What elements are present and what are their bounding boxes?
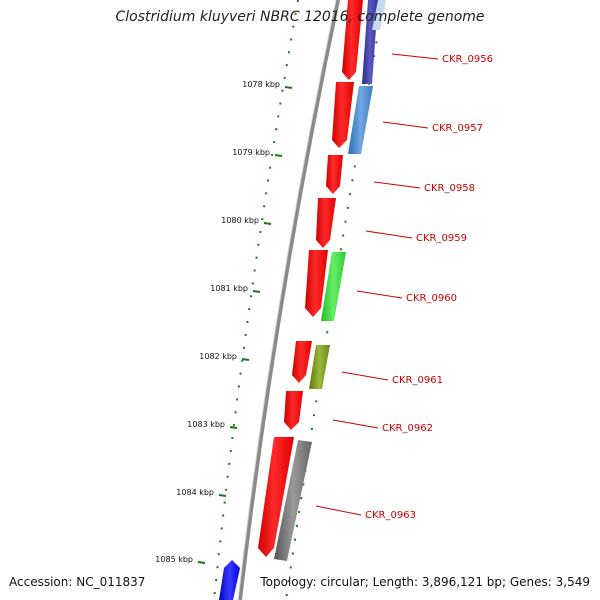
gene-label[interactable]: CKR_0957	[432, 123, 483, 134]
gene-label-leader-line	[341, 371, 389, 381]
gene-label[interactable]: CKR_0959	[416, 233, 467, 244]
ruler-tick-mark	[274, 154, 283, 157]
ruler-tick-label: 1085 kbp	[155, 555, 193, 564]
ruler-tick-mark	[241, 358, 250, 361]
ruler-tick-mark	[229, 426, 238, 429]
ruler-tick-mark	[252, 290, 261, 293]
gene-labels: CKR_0956 CKR_0957 CKR_0958 CKR_0959 CKR_0960…	[315, 53, 493, 521]
gene-label-leader-line	[391, 53, 439, 60]
ruler-tick-label: 1082 kbp	[199, 352, 237, 361]
gene-label[interactable]: CKR_0958	[424, 183, 475, 194]
ruler-tick-label: 1084 kbp	[176, 488, 214, 497]
ruler-tick-mark	[197, 561, 206, 564]
gene-label[interactable]: CKR_0963	[365, 510, 416, 521]
ruler-dotted-arc	[213, 0, 299, 600]
gene-track	[219, 0, 386, 600]
ruler-ticks: 1078 kbp 1079 kbp 1080 kbp 1081 kbp 1082 kbp…	[155, 80, 293, 564]
ruler-tick-mark	[284, 86, 293, 89]
ruler-tick-mark	[218, 494, 227, 497]
gene-label[interactable]: CKR_0956	[442, 54, 493, 65]
ruler-tick-label: 1079 kbp	[232, 148, 270, 157]
genome-title: Clostridium kluyveri NBRC 12016, complet…	[115, 9, 485, 25]
gene-feature[interactable]	[284, 391, 303, 430]
gene-label-leader-line	[365, 230, 413, 239]
genome-summary-text: Topology: circular; Length: 3,896,121 bp…	[260, 575, 590, 589]
genome-backbone-highlight	[237, 0, 337, 600]
genome-backbone	[238, 0, 340, 600]
ruler-tick-mark	[263, 222, 272, 225]
accession-text: Accession: NC_011837	[9, 575, 146, 589]
ruler-tick-label: 1081 kbp	[210, 284, 248, 293]
gene-label-leader-line	[315, 505, 362, 516]
gene-feature[interactable]	[348, 86, 373, 154]
gene-feature[interactable]	[321, 252, 346, 321]
gene-feature[interactable]	[316, 198, 336, 248]
gene-feature[interactable]	[326, 155, 343, 194]
ruler-tick-label: 1083 kbp	[187, 420, 225, 429]
gene-label[interactable]: CKR_0962	[382, 423, 433, 434]
gene-feature[interactable]	[292, 341, 312, 383]
gene-label-leader-line	[382, 121, 429, 129]
gene-feature[interactable]	[258, 437, 294, 557]
gene-feature[interactable]	[305, 250, 328, 317]
gene-feature[interactable]	[309, 345, 330, 389]
gene-feature[interactable]	[332, 82, 354, 148]
gene-label-leader-line	[332, 419, 379, 429]
gene-feature[interactable]	[219, 560, 240, 600]
gene-feature[interactable]	[372, 0, 386, 30]
gene-label-leader-line	[356, 290, 403, 299]
ruler-tick-label: 1080 kbp	[221, 216, 259, 225]
gene-label[interactable]: CKR_0960	[406, 293, 457, 304]
gene-feature[interactable]	[274, 440, 312, 561]
ruler-tick-label: 1078 kbp	[242, 80, 280, 89]
gene-label-leader-line	[373, 181, 421, 189]
gene-feature[interactable]	[342, 0, 363, 80]
gene-label[interactable]: CKR_0961	[392, 375, 443, 386]
